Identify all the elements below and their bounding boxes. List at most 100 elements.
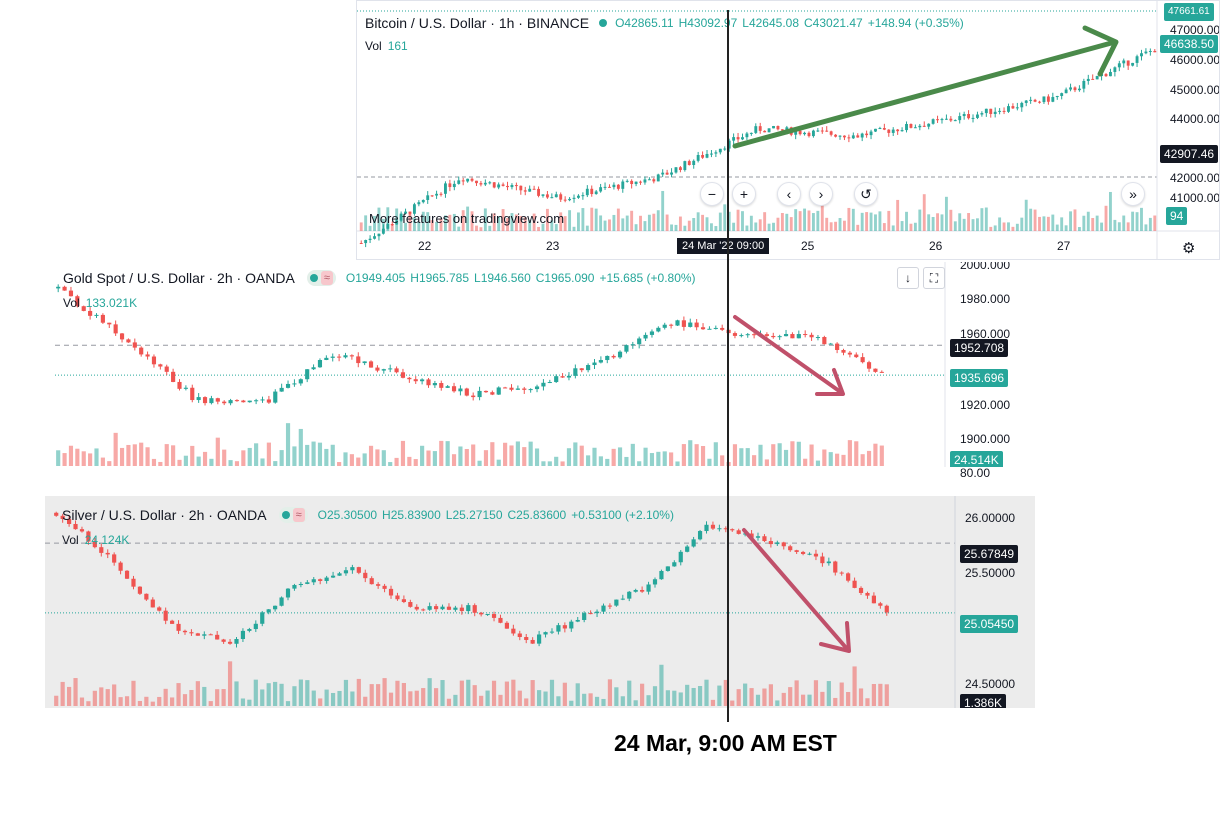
volume-bar <box>843 220 846 231</box>
volume-bar <box>887 210 891 231</box>
volume-bar <box>922 194 926 231</box>
gold-chart-panel[interactable]: Gold Spot / U.S. Dollar · 2h · OANDA ≈ O… <box>55 262 1020 467</box>
volume-bar <box>710 699 716 706</box>
scroll-to-realtime-button[interactable]: » <box>1121 182 1145 206</box>
candle-body <box>537 188 540 196</box>
candle-body <box>860 133 864 138</box>
candle-body <box>183 387 188 389</box>
volume-bar <box>549 679 555 706</box>
volume-bar <box>362 453 367 466</box>
volume-bar <box>625 215 629 231</box>
candle-body <box>472 605 477 613</box>
candle-body <box>822 337 827 345</box>
volume-bar <box>976 218 979 231</box>
candle-body <box>835 343 840 350</box>
volume-bar <box>427 678 432 706</box>
volume-bar <box>884 684 889 706</box>
candle-body <box>652 179 656 182</box>
volume-bar <box>807 694 812 706</box>
volume-bar <box>337 462 342 466</box>
volume-bar <box>962 218 966 231</box>
silver-chart-canvas[interactable] <box>45 496 1035 708</box>
volume-bar <box>820 202 824 231</box>
candle-body <box>634 181 638 185</box>
candle-body <box>483 390 489 393</box>
volume-bar <box>869 212 873 231</box>
candle-body <box>247 629 252 631</box>
candle-body <box>798 130 802 135</box>
settings-gear-icon[interactable]: ⚙ <box>1182 240 1196 257</box>
volume-bar <box>452 213 456 231</box>
scroll-right-button[interactable]: › <box>809 182 833 206</box>
candle-body <box>445 386 450 388</box>
volume-bar <box>568 210 572 231</box>
candle-body <box>940 119 944 121</box>
candle-body <box>785 127 789 131</box>
volume-bar <box>726 461 731 466</box>
tradingview-watermark[interactable]: More features on tradingview.com <box>369 211 565 226</box>
volume-bar <box>343 679 349 706</box>
volume-bar <box>530 680 535 706</box>
candle-body <box>292 585 297 589</box>
bitcoin-chart-panel[interactable]: Bitcoin / U.S. Dollar · 1h · BINANCE O42… <box>356 0 1220 260</box>
volume-bar <box>305 444 310 466</box>
volume-bar <box>670 224 673 231</box>
candle-body <box>273 391 278 403</box>
candle-body <box>131 578 136 587</box>
volume-bar <box>612 214 616 231</box>
candle-body <box>453 607 458 610</box>
candle-body <box>541 382 546 387</box>
volume-bar <box>811 213 815 231</box>
volume-bar <box>614 687 619 706</box>
volume-bar <box>646 695 651 706</box>
candle-body <box>858 587 864 593</box>
candle-body <box>547 382 552 384</box>
candle-body <box>800 551 806 554</box>
gold-chart-canvas[interactable] <box>55 262 1020 467</box>
volume-bar <box>780 212 784 231</box>
scroll-left-button[interactable]: ‹ <box>777 182 801 206</box>
candle-body <box>537 634 542 644</box>
candle-body <box>739 335 744 337</box>
silver-ytick-1: 25.50000 <box>965 566 1016 580</box>
candle-body <box>743 533 748 535</box>
reset-chart-button[interactable]: ↺ <box>854 182 878 206</box>
candle-body <box>625 180 629 182</box>
candle-body <box>1060 93 1064 96</box>
volume-bar <box>1042 216 1046 231</box>
gold-fullscreen-icon[interactable]: ⛶ <box>923 267 945 289</box>
candle-body <box>873 368 878 372</box>
candle-body <box>732 333 738 336</box>
candle-body <box>697 531 703 540</box>
candle-body <box>560 376 565 378</box>
candle-body <box>105 552 110 555</box>
volume-bar <box>1046 216 1050 231</box>
volume-bar <box>752 455 757 466</box>
volume-bar <box>705 217 709 231</box>
volume-bar <box>471 444 476 466</box>
candle-body <box>905 123 908 131</box>
volume-bar <box>643 221 647 231</box>
volume-bar <box>865 212 869 231</box>
volume-bar <box>598 456 603 466</box>
volume-bar <box>980 208 984 231</box>
zoom-in-button[interactable]: + <box>732 182 756 206</box>
candle-body <box>318 579 323 581</box>
candle-body <box>630 344 635 346</box>
candle-body <box>426 379 431 386</box>
zoom-out-button[interactable]: − <box>700 182 724 206</box>
volume-bar <box>183 455 188 466</box>
silver-chart-panel[interactable]: Silver / U.S. Dollar · 2h · OANDA ≈ O25.… <box>45 496 1035 708</box>
candle-body <box>202 634 207 636</box>
candle-body <box>891 129 895 133</box>
volume-bar <box>1104 205 1108 231</box>
volume-bar <box>400 440 406 466</box>
candle-body <box>579 368 584 371</box>
candle-body <box>62 286 67 291</box>
candle-body <box>713 327 718 329</box>
gold-arrow-down-icon[interactable]: ↓ <box>897 267 919 289</box>
candle-body <box>639 181 642 183</box>
candle-body <box>356 567 361 573</box>
wave-icon: ≈ <box>320 271 333 285</box>
silver-header: Silver / U.S. Dollar · 2h · OANDA ≈ O25.… <box>62 507 679 523</box>
